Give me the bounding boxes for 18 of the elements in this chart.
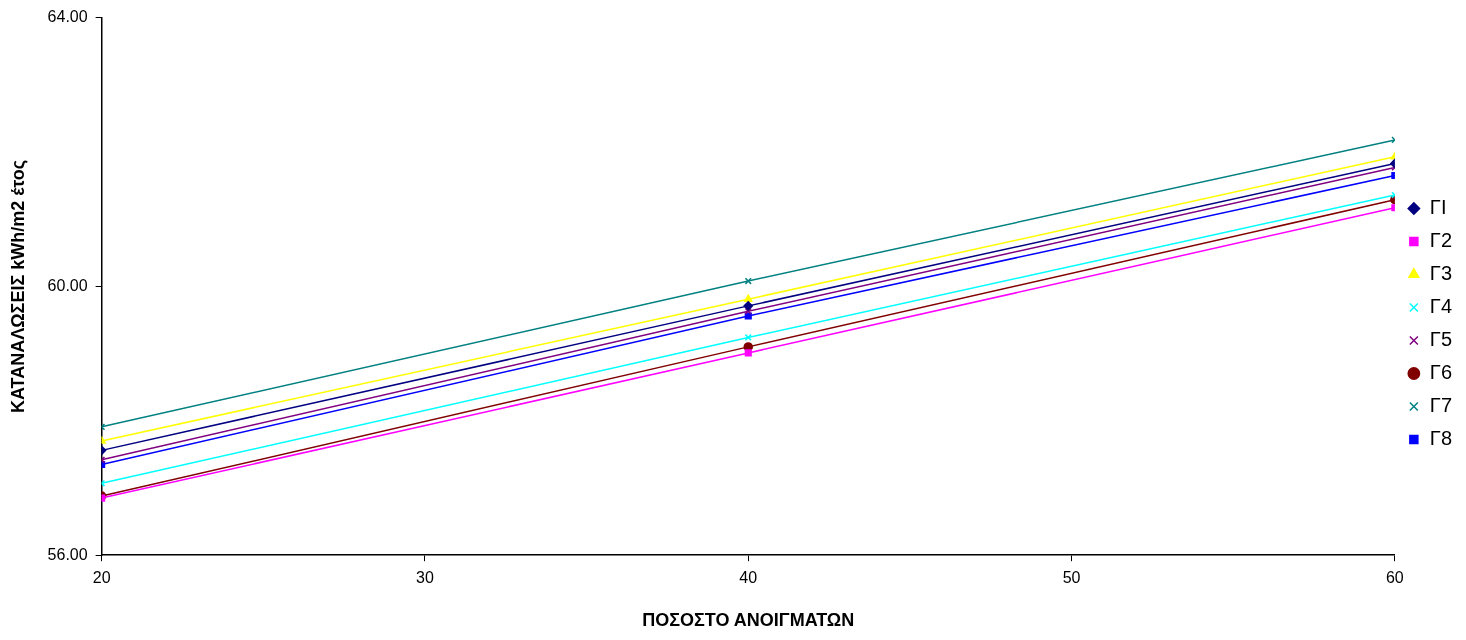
x-tick-label: 20: [92, 569, 111, 587]
legend-label: ΓΙ: [1429, 196, 1447, 219]
x-tick-label: 30: [416, 569, 434, 587]
legend-label: Γ7: [1429, 394, 1452, 417]
y-tick-label: 64.00: [47, 8, 88, 26]
x-tick-label: 50: [1062, 569, 1081, 587]
legend-label: Γ2: [1429, 229, 1452, 252]
legend-label: Γ3: [1429, 262, 1452, 285]
legend-label: Γ4: [1429, 295, 1452, 318]
legend-label: Γ8: [1429, 427, 1452, 450]
legend-label: Γ6: [1429, 361, 1452, 384]
y-tick-label: 56.00: [47, 545, 88, 563]
x-tick-label: 40: [739, 569, 758, 587]
y-axis-title: ΚΑΤΑΝΑΛΩΣΕΙΣ kWh/m2 έτος: [7, 159, 28, 414]
legend-label: Γ5: [1429, 328, 1452, 351]
y-tick-label: 60.00: [47, 276, 88, 294]
x-axis-title: ΠΟΣΟΣΤΟ ΑΝΟΙΓΜΑΤΩΝ: [642, 610, 855, 631]
x-tick-label: 60: [1385, 569, 1404, 587]
